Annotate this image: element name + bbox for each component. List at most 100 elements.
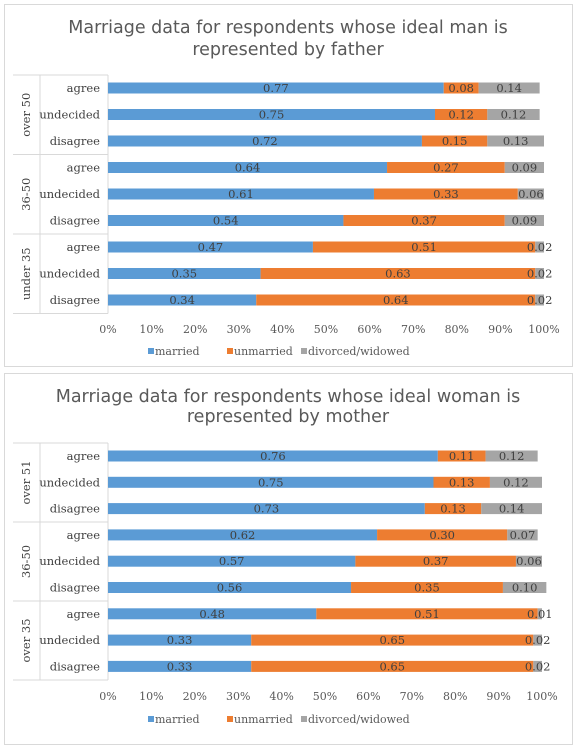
bar-unmarried bbox=[443, 82, 479, 94]
x-tick-label: 30% bbox=[227, 323, 251, 336]
bar-married bbox=[108, 660, 252, 672]
legend-swatch bbox=[148, 716, 154, 722]
bar-divorced-widowed bbox=[537, 608, 542, 620]
group-label: over 35 bbox=[19, 618, 33, 662]
x-tick-label: 70% bbox=[400, 690, 424, 703]
category-label: agree bbox=[67, 607, 101, 621]
data-label: 0.35 bbox=[171, 267, 197, 281]
category-label: disagree bbox=[50, 293, 100, 307]
x-tick-label: 20% bbox=[183, 690, 207, 703]
x-tick-label: 70% bbox=[401, 323, 425, 336]
legend-swatch bbox=[301, 348, 307, 354]
category-label: disagree bbox=[50, 502, 100, 516]
data-label: 0.33 bbox=[167, 633, 193, 647]
data-label: 0.02 bbox=[525, 659, 551, 673]
bar-unmarried bbox=[251, 634, 534, 646]
data-label: 0.54 bbox=[213, 214, 239, 228]
bar-unmarried bbox=[312, 241, 536, 253]
bar-married bbox=[108, 529, 378, 541]
x-tick-label: 20% bbox=[183, 323, 207, 336]
chart-title-line: represented by mother bbox=[187, 407, 390, 427]
bar-married bbox=[108, 162, 388, 173]
data-label: 0.30 bbox=[429, 528, 455, 542]
data-label: 0.47 bbox=[198, 240, 224, 254]
chart-panel-mother: Marriage data for respondents whose idea… bbox=[4, 373, 573, 745]
group-label: 36-50 bbox=[19, 545, 33, 578]
x-tick-label: 90% bbox=[488, 323, 512, 336]
bar-divorced-widowed bbox=[507, 529, 538, 541]
data-label: 0.65 bbox=[379, 633, 405, 647]
chart-title-line: represented by father bbox=[192, 40, 384, 60]
data-label: 0.12 bbox=[501, 108, 527, 122]
data-label: 0.34 bbox=[169, 293, 195, 307]
legend-label: divorced/widowed bbox=[308, 345, 410, 358]
category-label: undecided bbox=[39, 554, 100, 568]
data-label: 0.08 bbox=[448, 81, 474, 95]
category-label: disagree bbox=[50, 581, 100, 595]
bar-divorced-widowed bbox=[515, 555, 542, 567]
data-label: 0.14 bbox=[496, 81, 522, 95]
data-label: 0.15 bbox=[442, 134, 468, 148]
x-tick-label: 100% bbox=[528, 323, 559, 336]
data-label: 0.72 bbox=[252, 134, 278, 148]
bar-married bbox=[108, 268, 261, 279]
legend-swatch bbox=[148, 348, 154, 354]
data-label: 0.37 bbox=[423, 554, 449, 568]
data-label: 0.12 bbox=[503, 475, 529, 489]
legend-label: unmarried bbox=[234, 713, 293, 726]
bar-divorced-widowed bbox=[481, 503, 542, 515]
legend-swatch bbox=[227, 716, 233, 722]
data-label: 0.10 bbox=[512, 581, 538, 595]
category-label: disagree bbox=[50, 214, 100, 228]
x-tick-label: 30% bbox=[226, 690, 250, 703]
group-label: over 50 bbox=[19, 93, 33, 137]
bar-divorced-widowed bbox=[535, 241, 544, 253]
data-label: 0.02 bbox=[525, 633, 551, 647]
bar-unmarried bbox=[251, 660, 534, 672]
bar-married bbox=[108, 555, 356, 567]
bar-divorced-widowed bbox=[502, 582, 547, 593]
bar-married bbox=[108, 241, 313, 253]
data-label: 0.75 bbox=[258, 475, 284, 489]
category-label: agree bbox=[67, 449, 101, 463]
data-label: 0.61 bbox=[228, 187, 254, 201]
bar-divorced-widowed bbox=[517, 188, 544, 200]
bar-married bbox=[108, 82, 444, 94]
x-tick-label: 100% bbox=[526, 690, 557, 703]
group-label: over 51 bbox=[19, 460, 33, 504]
chart-panel-father: Marriage data for respondents whose idea… bbox=[4, 4, 573, 367]
chart-mother: Marriage data for respondents whose idea… bbox=[13, 387, 558, 726]
bar-married bbox=[108, 608, 317, 620]
data-label: 0.37 bbox=[411, 214, 437, 228]
bar-unmarried bbox=[421, 135, 488, 147]
bar-married bbox=[108, 582, 352, 593]
group-label: 36-50 bbox=[19, 178, 33, 211]
x-tick-label: 60% bbox=[357, 323, 381, 336]
data-label: 0.07 bbox=[510, 528, 536, 542]
data-label: 0.57 bbox=[219, 554, 245, 568]
data-label: 0.73 bbox=[254, 502, 280, 516]
data-label: 0.51 bbox=[414, 607, 440, 621]
data-label: 0.65 bbox=[379, 659, 405, 673]
data-label: 0.64 bbox=[383, 293, 409, 307]
bar-divorced-widowed bbox=[504, 162, 544, 173]
data-label: 0.33 bbox=[167, 659, 193, 673]
bar-divorced-widowed bbox=[478, 82, 540, 94]
x-tick-label: 10% bbox=[139, 323, 163, 336]
bar-unmarried bbox=[377, 529, 508, 541]
legend-swatch bbox=[301, 716, 307, 722]
category-label: disagree bbox=[50, 659, 100, 673]
data-label: 0.63 bbox=[385, 267, 411, 281]
data-label: 0.27 bbox=[433, 161, 459, 175]
x-tick-label: 40% bbox=[269, 690, 293, 703]
data-label: 0.75 bbox=[259, 108, 285, 122]
bar-unmarried bbox=[343, 215, 505, 226]
category-label: agree bbox=[67, 161, 101, 175]
legend-swatch bbox=[227, 348, 233, 354]
category-label: undecided bbox=[39, 187, 100, 201]
bar-divorced-widowed bbox=[533, 660, 542, 672]
data-label: 0.14 bbox=[499, 502, 525, 516]
chart-father: Marriage data for respondents whose idea… bbox=[13, 18, 560, 358]
data-label: 0.02 bbox=[527, 240, 553, 254]
data-label: 0.12 bbox=[499, 449, 525, 463]
